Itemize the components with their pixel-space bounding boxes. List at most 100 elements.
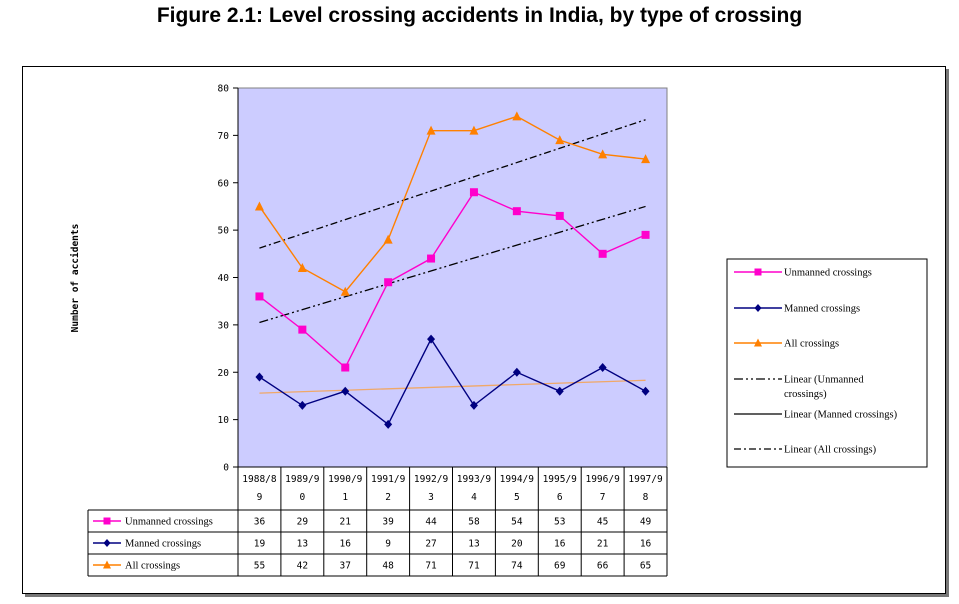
y-axis-title: Number of accidents [70,224,81,333]
x-tick-label: 1989/9 [285,474,320,485]
data-label: 37 [340,561,351,572]
data-label: 69 [554,561,566,572]
legend-key-marker [754,268,762,276]
data-label: 20 [511,539,523,550]
data-point [555,386,564,396]
data-label: 71 [425,561,437,572]
legend-entry: Manned crossings [784,304,860,315]
data-point [512,111,522,121]
x-tick-label: 2 [385,492,391,503]
data-point [255,292,264,301]
legend-entry: crossings) [784,389,827,400]
x-tick-label: 1993/9 [457,474,492,485]
x-tick-label: 6 [557,492,563,503]
data-point [598,249,607,258]
data-label: 65 [640,561,651,572]
x-tick-label: 4 [471,492,477,503]
data-label: 55 [254,561,265,572]
trendline [259,379,646,394]
data-point [298,400,307,410]
data-label: 29 [297,517,309,528]
x-tick-label: 1997/9 [628,474,663,485]
legend-entry: Linear (Unmanned [784,375,864,386]
series-line [259,191,646,369]
x-tick-label: 1992/9 [414,474,449,485]
table-row-label: Manned crossings [125,539,201,550]
data-label: 58 [468,517,480,528]
data-label: 27 [425,539,436,550]
data-label: 53 [554,517,565,528]
legend-entry: Linear (All crossings) [784,445,877,456]
data-point [254,201,264,211]
data-label: 45 [597,517,608,528]
data-label: 19 [254,539,266,550]
data-point [340,286,350,296]
data-label: 16 [554,539,566,550]
x-tick-label: 1996/9 [585,474,620,485]
data-point [469,188,478,197]
y-tick-label: 50 [218,226,230,237]
data-point [297,263,307,273]
data-point [427,334,436,344]
legend-box [726,258,928,468]
data-label: 9 [385,539,391,550]
data-label: 16 [640,539,652,550]
table-row-label: Unmanned crossings [125,517,213,528]
legend-entry: Linear (Manned crossings) [784,410,898,421]
page-title: Figure 2.1: Level crossing accidents in … [156,4,803,27]
y-tick-label: 80 [218,84,230,95]
trendline [259,205,646,324]
legend-entry: Unmanned crossings [784,268,872,279]
table-key-marker [103,517,111,525]
data-point [598,363,607,373]
data-label: 48 [382,561,394,572]
data-point [426,125,436,135]
data-label: 36 [254,517,266,528]
y-tick-label: 0 [223,463,229,474]
y-tick-label: 10 [218,415,230,426]
data-point [341,363,350,372]
series-line [259,337,646,426]
data-point [384,278,393,287]
data-point [512,367,521,377]
data-label: 16 [340,539,352,550]
x-tick-label: 1 [342,492,348,503]
data-label: 44 [425,517,437,528]
data-label: 39 [382,517,394,528]
plot-area [237,87,668,468]
data-point [384,419,393,429]
y-tick-label: 60 [218,178,230,189]
data-point [469,400,478,410]
x-tick-label: 1990/9 [328,474,363,485]
data-label: 71 [468,561,480,572]
data-point [255,372,264,382]
data-label: 66 [597,561,609,572]
data-point [427,254,436,263]
x-tick-label: 1994/9 [500,474,535,485]
data-label: 74 [511,561,523,572]
legend-entry: All crossings [784,339,839,350]
y-tick-label: 30 [218,320,230,331]
x-tick-label: 7 [600,492,606,503]
series-line [258,115,646,293]
data-label: 13 [297,539,308,550]
x-tick-label: 1995/9 [543,474,578,485]
data-point [469,125,479,135]
x-tick-label: 3 [428,492,434,503]
x-tick-label: 1991/9 [371,474,406,485]
x-tick-label: 1988/8 [242,474,277,485]
data-point [383,234,393,244]
data-point [641,386,650,396]
data-label: 49 [640,517,652,528]
x-tick-label: 0 [299,492,305,503]
y-tick-label: 70 [218,131,230,142]
data-point [298,325,307,334]
data-point [641,230,650,239]
legend-key-marker [754,304,762,312]
table-key-marker [103,560,111,569]
table-row-label: All crossings [125,561,180,572]
table-key-marker [103,539,111,547]
data-point [641,154,651,164]
data-point [555,135,565,145]
